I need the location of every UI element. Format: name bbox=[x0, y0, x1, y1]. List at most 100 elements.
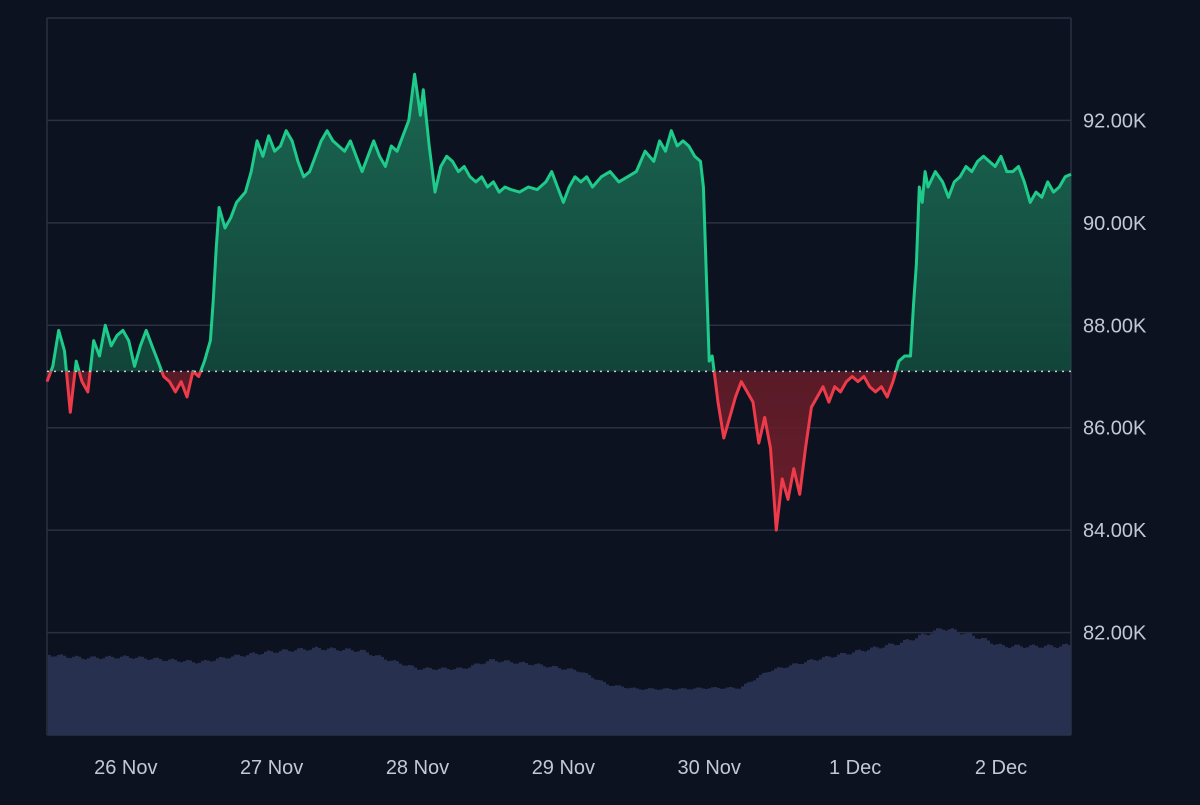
volume-bar bbox=[822, 657, 825, 735]
volume-bar bbox=[78, 656, 81, 735]
volume-bar bbox=[873, 646, 876, 735]
volume-bar bbox=[546, 667, 549, 735]
volume-bar bbox=[993, 644, 996, 735]
volume-bar bbox=[627, 688, 630, 735]
volume-bar bbox=[393, 660, 396, 735]
volume-bar bbox=[222, 657, 225, 735]
volume-bar bbox=[756, 677, 759, 735]
volume-bar bbox=[72, 656, 75, 735]
volume-bar bbox=[534, 664, 537, 735]
volume-bar bbox=[111, 656, 114, 735]
volume-bar bbox=[210, 661, 213, 735]
volume-bar bbox=[423, 668, 426, 735]
volume-bar bbox=[141, 656, 144, 735]
volume-bar bbox=[690, 689, 693, 735]
volume-bar bbox=[396, 661, 399, 735]
volume-bar bbox=[177, 661, 180, 735]
volume-bar bbox=[585, 672, 588, 735]
volume-bar bbox=[117, 658, 120, 735]
volume-bar bbox=[885, 645, 888, 735]
volume-bar bbox=[801, 664, 804, 735]
volume-bar bbox=[168, 659, 171, 735]
volume-bar bbox=[606, 684, 609, 735]
volume-bar bbox=[144, 658, 147, 735]
volume-bar bbox=[660, 689, 663, 735]
volume-bar bbox=[732, 687, 735, 735]
volume-bar bbox=[882, 647, 885, 735]
volume-bar bbox=[639, 689, 642, 735]
volume-bar bbox=[540, 664, 543, 735]
volume-bar bbox=[579, 672, 582, 735]
volume-bar bbox=[648, 688, 651, 735]
volume-bar bbox=[1011, 646, 1014, 735]
volume-bar bbox=[537, 663, 540, 735]
volume-bar bbox=[1032, 644, 1035, 735]
volume-bar bbox=[939, 628, 942, 735]
volume-bar bbox=[156, 657, 159, 735]
volume-bar bbox=[174, 659, 177, 735]
volume-bar bbox=[132, 658, 135, 735]
volume-bar bbox=[984, 638, 987, 735]
volume-bar bbox=[1041, 647, 1044, 735]
volume-bar bbox=[390, 660, 393, 735]
volume-bar bbox=[246, 655, 249, 735]
volume-bar bbox=[87, 658, 90, 735]
volume-bar bbox=[201, 660, 204, 735]
volume-bar bbox=[267, 650, 270, 735]
volume-bar bbox=[408, 664, 411, 735]
volume-bar bbox=[696, 687, 699, 735]
volume-bar bbox=[744, 683, 747, 735]
volume-bar bbox=[459, 667, 462, 735]
volume-bar bbox=[828, 656, 831, 735]
volume-bar bbox=[1062, 644, 1065, 735]
volume-bar bbox=[462, 668, 465, 735]
volume-bar bbox=[630, 687, 633, 735]
volume-bar bbox=[285, 649, 288, 735]
volume-bar bbox=[186, 659, 189, 735]
volume-bar bbox=[888, 643, 891, 735]
volume-bar bbox=[300, 647, 303, 735]
volume-bar bbox=[150, 659, 153, 735]
x-tick-label: 30 Nov bbox=[678, 757, 741, 779]
volume-bar bbox=[846, 654, 849, 735]
volume-bar bbox=[942, 629, 945, 735]
volume-bar bbox=[327, 648, 330, 735]
volume-bar bbox=[411, 665, 414, 735]
volume-bar bbox=[234, 654, 237, 735]
volume-bar bbox=[813, 660, 816, 735]
volume-bar bbox=[321, 649, 324, 735]
volume-bar bbox=[978, 639, 981, 735]
volume-bar bbox=[999, 643, 1002, 735]
volume-bar bbox=[81, 658, 84, 735]
volume-bar bbox=[237, 654, 240, 735]
volume-bar bbox=[399, 663, 402, 735]
volume-bar bbox=[720, 688, 723, 735]
volume-bar bbox=[912, 640, 915, 735]
volume-bar bbox=[105, 656, 108, 735]
volume-bar bbox=[678, 688, 681, 735]
volume-bar bbox=[252, 652, 255, 735]
volume-bar bbox=[204, 659, 207, 735]
volume-bar bbox=[600, 680, 603, 735]
volume-bar bbox=[933, 630, 936, 735]
volume-bar bbox=[189, 660, 192, 735]
volume-bar bbox=[198, 662, 201, 735]
volume-bar bbox=[591, 677, 594, 735]
volume-bar bbox=[135, 657, 138, 735]
volume-bar bbox=[426, 667, 429, 735]
volume-bar bbox=[876, 647, 879, 735]
x-tick-label: 2 Dec bbox=[975, 757, 1027, 779]
volume-layer bbox=[48, 628, 1071, 735]
volume-bar bbox=[123, 655, 126, 735]
volume-bar bbox=[552, 665, 555, 735]
volume-bar bbox=[522, 661, 525, 735]
volume-bar bbox=[195, 663, 198, 735]
volume-bar bbox=[96, 657, 99, 735]
volume-bar bbox=[774, 668, 777, 735]
volume-bar bbox=[432, 669, 435, 735]
volume-bar bbox=[429, 668, 432, 735]
volume-bar bbox=[486, 661, 489, 735]
volume-bar bbox=[858, 649, 861, 735]
